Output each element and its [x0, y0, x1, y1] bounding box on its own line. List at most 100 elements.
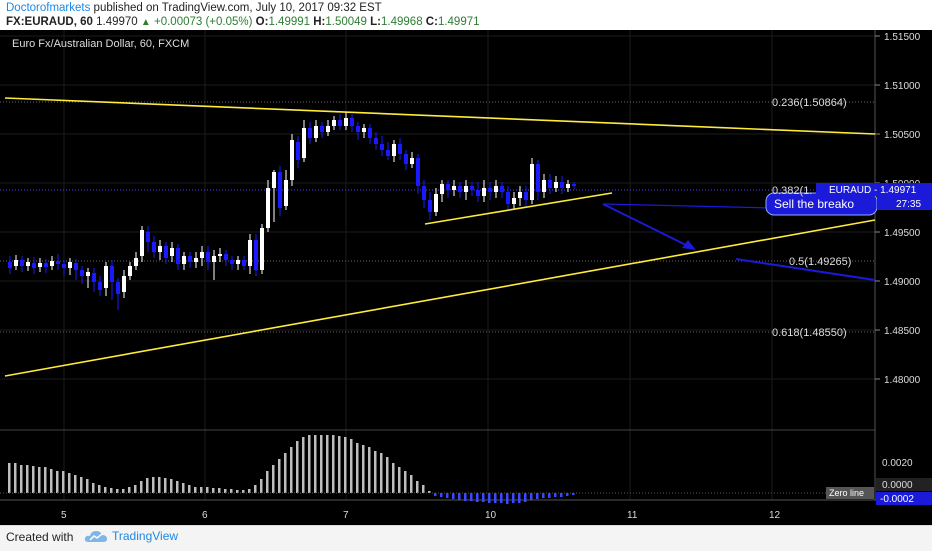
candle-up — [68, 258, 72, 275]
osc-bar — [158, 477, 161, 493]
osc-bar — [524, 493, 527, 502]
osc-bar — [74, 475, 77, 493]
lower-trendline[interactable] — [4, 219, 876, 377]
candle-down — [422, 180, 426, 208]
candle-down — [368, 124, 372, 144]
candle-up — [542, 174, 546, 198]
candle-down — [164, 242, 168, 264]
candle-up — [284, 170, 288, 210]
osc-bar — [512, 493, 515, 503]
osc-bar — [326, 435, 329, 493]
price-tick-label: 1.48500 — [884, 326, 921, 337]
time-axis[interactable]: 5 6 7 10 11 12 — [61, 510, 781, 521]
candle-up — [326, 120, 330, 136]
last-price-tag — [816, 183, 932, 196]
candle-down — [242, 256, 246, 270]
candle-up — [182, 252, 186, 270]
osc-bar — [278, 459, 281, 493]
osc-bar — [398, 467, 401, 493]
candle-up — [464, 180, 468, 200]
candle-down — [80, 266, 84, 284]
author-link[interactable]: Doctorofmarkets — [6, 2, 91, 14]
candle-down — [152, 236, 156, 258]
symbol-ohlc-line: FX:EURAUD, 60 1.49970 ▲ +0.00073 (+0.05%… — [6, 16, 480, 28]
callout-text: Sell the breako — [774, 197, 854, 211]
candle-down — [458, 182, 462, 198]
candle-down — [416, 154, 420, 194]
upper-trendline[interactable] — [4, 97, 876, 135]
candle-up — [128, 262, 132, 280]
osc-bar — [182, 483, 185, 493]
osc-bar — [470, 493, 473, 501]
target-arrow-line[interactable] — [735, 258, 876, 281]
candle-down — [524, 186, 528, 208]
candle-up — [314, 120, 318, 142]
sell-arrow[interactable] — [602, 203, 696, 250]
osc-bar — [14, 463, 17, 493]
osc-bar — [338, 436, 341, 493]
candle-down — [470, 182, 474, 196]
candle-down — [350, 114, 354, 132]
price-tick-label: 1.49500 — [884, 228, 921, 239]
open-label: O: — [255, 16, 269, 28]
open-value: 1.49991 — [268, 16, 311, 28]
countdown-text: 27:35 — [896, 199, 921, 210]
support-trendline[interactable] — [424, 192, 613, 225]
symbol-label: FX:EURAUD, 60 — [6, 16, 93, 28]
osc-bar — [272, 465, 275, 493]
osc-bar — [212, 488, 215, 493]
chart-svg[interactable]: Sell the breako 0.236(1.50864) 0.382(1. … — [0, 30, 932, 525]
candle-down — [62, 260, 66, 276]
osc-bar — [206, 487, 209, 493]
candle-up — [566, 180, 570, 192]
candle-down — [446, 180, 450, 198]
candle-down — [92, 268, 96, 292]
osc-bar — [530, 493, 533, 500]
osc-bar — [128, 487, 131, 493]
osc-bar — [224, 489, 227, 493]
candle-up — [392, 140, 396, 162]
osc-bar — [242, 490, 245, 493]
up-arrow-icon: ▲ — [140, 17, 151, 28]
osc-bar — [104, 487, 107, 493]
price-tick-label: 1.51000 — [884, 81, 921, 92]
tradingview-brand[interactable]: TradingView — [84, 529, 178, 543]
candle-up — [518, 186, 522, 206]
candle-down — [98, 276, 102, 296]
osc-bar — [254, 485, 257, 493]
candle-down — [386, 142, 390, 160]
osc-tick-0020: 0.0020 — [882, 458, 913, 469]
publish-info: Doctorofmarkets published on TradingView… — [6, 2, 382, 14]
osc-bar — [110, 488, 113, 493]
time-tick-label: 12 — [769, 510, 781, 521]
candle-down — [356, 122, 360, 140]
osc-bar — [344, 437, 347, 493]
candle-up — [194, 252, 198, 268]
price-tick-label: 1.50500 — [884, 130, 921, 141]
candle-down — [338, 114, 342, 130]
osc-tick-0000: 0.0000 — [882, 480, 913, 491]
candle-down — [8, 256, 12, 274]
candle-up — [512, 192, 516, 210]
candle-down — [206, 246, 210, 270]
osc-bar — [434, 493, 437, 496]
osc-bar — [188, 485, 191, 493]
osc-bar — [290, 447, 293, 493]
last-price: 1.49970 — [96, 16, 138, 28]
osc-bar — [80, 477, 83, 493]
osc-bar — [452, 493, 455, 499]
candle-up — [410, 152, 414, 168]
candle-down — [380, 136, 384, 156]
osc-bar — [134, 485, 137, 493]
candle-down — [398, 138, 402, 160]
candle-up — [140, 226, 144, 262]
created-with-text: Created with — [6, 530, 74, 544]
chart-area[interactable]: Sell the breako 0.236(1.50864) 0.382(1. … — [0, 30, 932, 525]
candle-up — [530, 158, 534, 204]
osc-bar — [536, 493, 539, 499]
candle-up — [14, 255, 18, 270]
candle-up — [344, 112, 348, 130]
osc-bar — [488, 493, 491, 503]
candle-up — [272, 170, 276, 222]
published-text: published on TradingView.com, July 10, 2… — [90, 2, 382, 14]
